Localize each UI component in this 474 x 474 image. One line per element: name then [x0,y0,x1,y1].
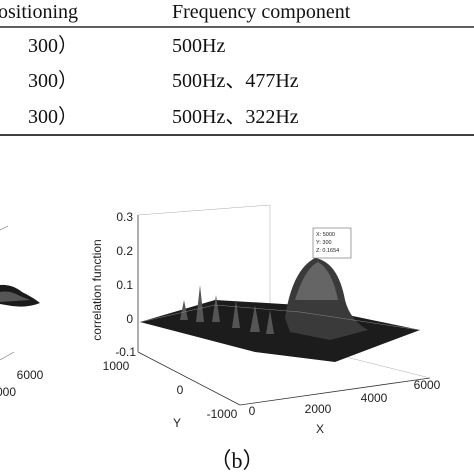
datatip [312,227,352,259]
y-tick-label: 1000 [103,359,130,373]
z-tick-label: 0.2 [116,244,133,258]
surface-mesh [139,304,421,331]
z-tick-label: 0.3 [116,210,133,224]
x-tick-label: 0 [249,404,256,418]
x-axis [239,377,431,406]
y-axis [137,351,241,406]
z-tick-label: 0.1 [116,278,133,292]
figure-a: 6000 000 [0,225,44,399]
x-tick-label: 6000 [414,378,441,392]
z-axis-label: correlation function [90,239,104,340]
surface [0,291,30,302]
cell: 300） [28,34,78,57]
datatip-text: Z: 0.1654 [316,248,339,254]
cell: 500Hz、477Hz [172,70,299,92]
box-line [0,351,15,361]
table: ositioning Frequency component 300） 500H… [0,1,474,136]
z-tick-label: 0 [126,312,133,326]
cell: 300） [28,69,78,92]
cell: 300） [28,105,78,128]
caption: （b） [209,448,264,473]
header-cell: Frequency component [172,1,351,23]
x-tick-label: 4000 [361,391,388,405]
y-axis-label: Y [173,416,181,430]
tick-label: 6000 [17,368,44,382]
tick-label: 000 [0,385,16,399]
surface-spikes [180,285,274,334]
x-tick-label: 2000 [305,402,332,416]
cell: 500Hz、322Hz [172,106,299,128]
figure-b: X: 5000 Y: 300 Z: 0.1654 0.3 0.2 0.1 0 -… [90,204,441,473]
y-tick-label: -1000 [207,407,238,421]
box-line [137,204,271,216]
x-axis-label: X [316,422,324,436]
cell: 500Hz [172,35,225,57]
z-tick-label: -0.1 [115,345,136,359]
box-line [0,225,9,231]
header-cell: ositioning [0,1,78,23]
surface-peak [295,262,338,300]
surface [140,300,420,362]
datatip-text: Y: 300 [316,240,332,246]
y-tick-label: 0 [177,383,184,397]
datatip-text: X: 5000 [316,232,335,238]
